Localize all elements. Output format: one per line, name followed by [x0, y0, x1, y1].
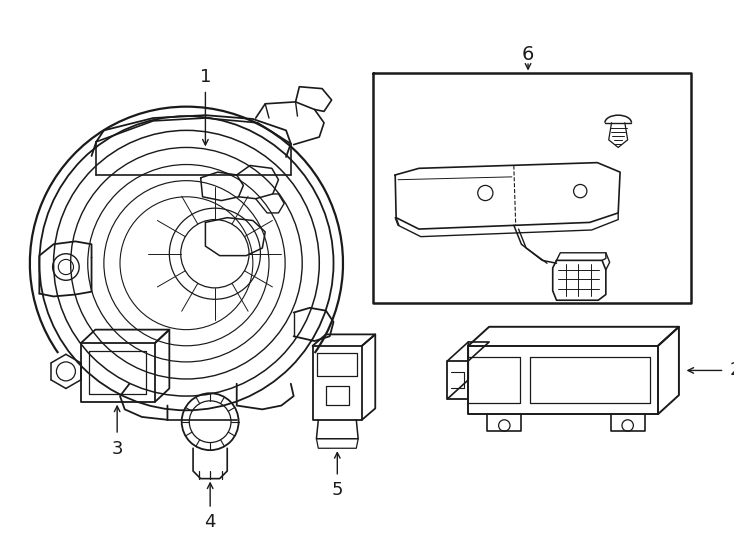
Text: 3: 3	[112, 440, 123, 458]
Text: 6: 6	[522, 45, 534, 64]
Text: 4: 4	[204, 514, 216, 531]
Text: 2: 2	[730, 361, 734, 380]
Text: 5: 5	[332, 481, 343, 499]
Text: 1: 1	[200, 68, 211, 86]
